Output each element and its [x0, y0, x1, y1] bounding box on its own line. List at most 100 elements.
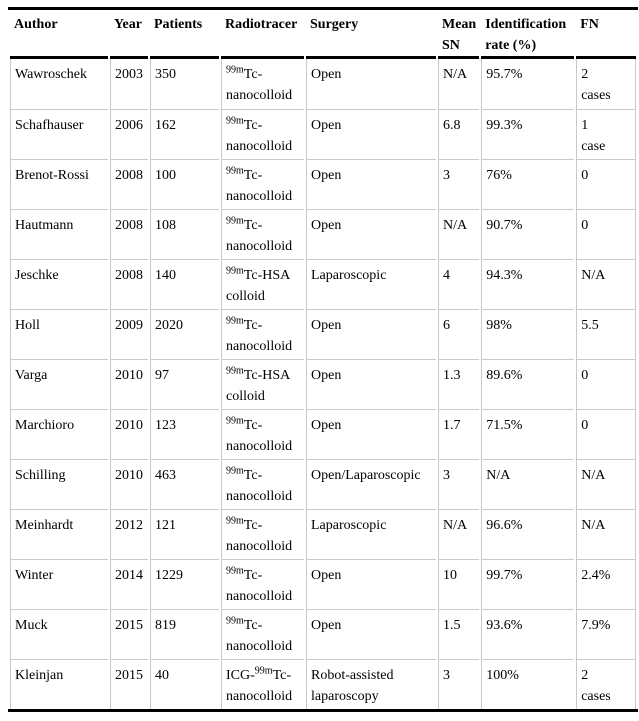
cell-author: Brenot-Rossi	[10, 159, 108, 209]
cell-fn: N/A	[576, 459, 637, 509]
radiotracer-isotope-superscript: 99m	[254, 665, 273, 677]
cell-patients: 121	[150, 509, 219, 559]
radiotracer-name: Tc- nanocolloid	[226, 518, 293, 554]
cell-mean-sn: 3	[438, 159, 480, 209]
cell-surgery: Robot-assisted laparoscopy	[306, 659, 436, 709]
col-header-patients: Patients	[150, 10, 219, 59]
cell-author: Holl	[10, 309, 108, 359]
cell-year: 2006	[110, 109, 148, 159]
cell-radiotracer: 99mTc- nanocolloid	[221, 559, 304, 609]
cell-surgery: Open	[306, 209, 436, 259]
cell-mean-sn: 10	[438, 559, 480, 609]
cell-patients: 100	[150, 159, 219, 209]
cell-fn: N/A	[576, 509, 637, 559]
cell-year: 2008	[110, 209, 148, 259]
cell-fn: 0	[576, 209, 637, 259]
cell-patients: 463	[150, 459, 219, 509]
radiotracer-isotope-superscript: 99m	[226, 565, 244, 577]
cell-identification-rate: 89.6%	[481, 359, 575, 409]
cell-fn: 2.4%	[576, 559, 637, 609]
cell-surgery: Open	[306, 409, 436, 459]
cell-surgery: Open	[306, 59, 436, 109]
cell-radiotracer: 99mTc-HSA colloid	[221, 259, 304, 309]
col-header-year: Year	[110, 10, 148, 59]
table-row: Meinhardt 2012 121 99mTc- nanocolloid La…	[10, 509, 637, 559]
cell-year: 2010	[110, 459, 148, 509]
radiotracer-name: Tc- nanocolloid	[226, 118, 293, 154]
cell-author: Wawroschek	[10, 59, 108, 109]
col-header-surgery: Surgery	[306, 10, 436, 59]
cell-identification-rate: N/A	[481, 459, 575, 509]
radiotracer-name: Tc- nanocolloid	[226, 568, 293, 604]
cell-radiotracer: 99mTc- nanocolloid	[221, 609, 304, 659]
radiotracer-isotope-superscript: 99m	[226, 365, 244, 377]
cell-surgery: Laparoscopic	[306, 259, 436, 309]
cell-author: Varga	[10, 359, 108, 409]
col-header-mean-sn: Mean SN	[438, 10, 480, 59]
radiotracer-name: Tc- nanocolloid	[226, 168, 293, 204]
radiotracer-isotope-superscript: 99m	[226, 515, 244, 527]
radiotracer-isotope-superscript: 99m	[226, 615, 244, 627]
cell-identification-rate: 99.7%	[481, 559, 575, 609]
cell-patients: 123	[150, 409, 219, 459]
cell-author: Jeschke	[10, 259, 108, 309]
radiotracer-isotope-superscript: 99m	[226, 465, 244, 477]
cell-author: Kleinjan	[10, 659, 108, 709]
cell-author: Schilling	[10, 459, 108, 509]
cell-fn: N/A	[576, 259, 637, 309]
cell-patients: 2020	[150, 309, 219, 359]
cell-mean-sn: 6	[438, 309, 480, 359]
table-row: Jeschke 2008 140 99mTc-HSA colloid Lapar…	[10, 259, 637, 309]
table-row: Brenot-Rossi 2008 100 99mTc- nanocolloid…	[10, 159, 637, 209]
cell-radiotracer: 99mTc- nanocolloid	[221, 459, 304, 509]
cell-mean-sn: 1.7	[438, 409, 480, 459]
cell-year: 2010	[110, 359, 148, 409]
cell-radiotracer: 99mTc- nanocolloid	[221, 59, 304, 109]
cell-fn: 1 case	[576, 109, 637, 159]
radiotracer-name: Tc- nanocolloid	[226, 668, 293, 704]
cell-identification-rate: 76%	[481, 159, 575, 209]
col-header-identification-rate: Identification rate (%)	[481, 10, 575, 59]
table-row: Wawroschek 2003 350 99mTc- nanocolloid O…	[10, 59, 637, 109]
cell-mean-sn: 1.5	[438, 609, 480, 659]
radiotracer-name: Tc- nanocolloid	[226, 468, 293, 504]
radiotracer-name: Tc- nanocolloid	[226, 218, 293, 254]
cell-identification-rate: 94.3%	[481, 259, 575, 309]
col-header-author: Author	[10, 10, 108, 59]
cell-fn: 7.9%	[576, 609, 637, 659]
cell-surgery: Open	[306, 609, 436, 659]
cell-mean-sn: 4	[438, 259, 480, 309]
table-body: Wawroschek 2003 350 99mTc- nanocolloid O…	[10, 59, 637, 709]
table-row: Muck 2015 819 99mTc- nanocolloid Open 1.…	[10, 609, 637, 659]
radiotracer-name: Tc- nanocolloid	[226, 618, 293, 654]
cell-mean-sn: 3	[438, 659, 480, 709]
table-row: Marchioro 2010 123 99mTc- nanocolloid Op…	[10, 409, 637, 459]
cell-fn: 5.5	[576, 309, 637, 359]
cell-author: Hautmann	[10, 209, 108, 259]
cell-year: 2008	[110, 159, 148, 209]
cell-fn: 0	[576, 359, 637, 409]
radiotracer-isotope-superscript: 99m	[226, 265, 244, 277]
cell-author: Muck	[10, 609, 108, 659]
cell-radiotracer: 99mTc- nanocolloid	[221, 509, 304, 559]
cell-radiotracer: ICG-99mTc- nanocolloid	[221, 659, 304, 709]
table-row: Schafhauser 2006 162 99mTc- nanocolloid …	[10, 109, 637, 159]
cell-surgery: Open/Laparoscopic	[306, 459, 436, 509]
cell-fn: 0	[576, 409, 637, 459]
table-row: Varga 2010 97 99mTc-HSA colloid Open 1.3…	[10, 359, 637, 409]
cell-mean-sn: 3	[438, 459, 480, 509]
radiotracer-name: Tc-HSA colloid	[226, 268, 291, 304]
cell-surgery: Open	[306, 359, 436, 409]
col-header-radiotracer: Radiotracer	[221, 10, 304, 59]
cell-mean-sn: 1.3	[438, 359, 480, 409]
cell-author: Meinhardt	[10, 509, 108, 559]
radiotracer-isotope-superscript: 99m	[226, 165, 244, 177]
cell-radiotracer: 99mTc- nanocolloid	[221, 209, 304, 259]
cell-patients: 40	[150, 659, 219, 709]
cell-mean-sn: N/A	[438, 509, 480, 559]
radiotracer-isotope-superscript: 99m	[226, 415, 244, 427]
cell-fn: 2 cases	[576, 59, 637, 109]
cell-radiotracer: 99mTc-HSA colloid	[221, 359, 304, 409]
cell-identification-rate: 100%	[481, 659, 575, 709]
table-row: Hautmann 2008 108 99mTc- nanocolloid Ope…	[10, 209, 637, 259]
